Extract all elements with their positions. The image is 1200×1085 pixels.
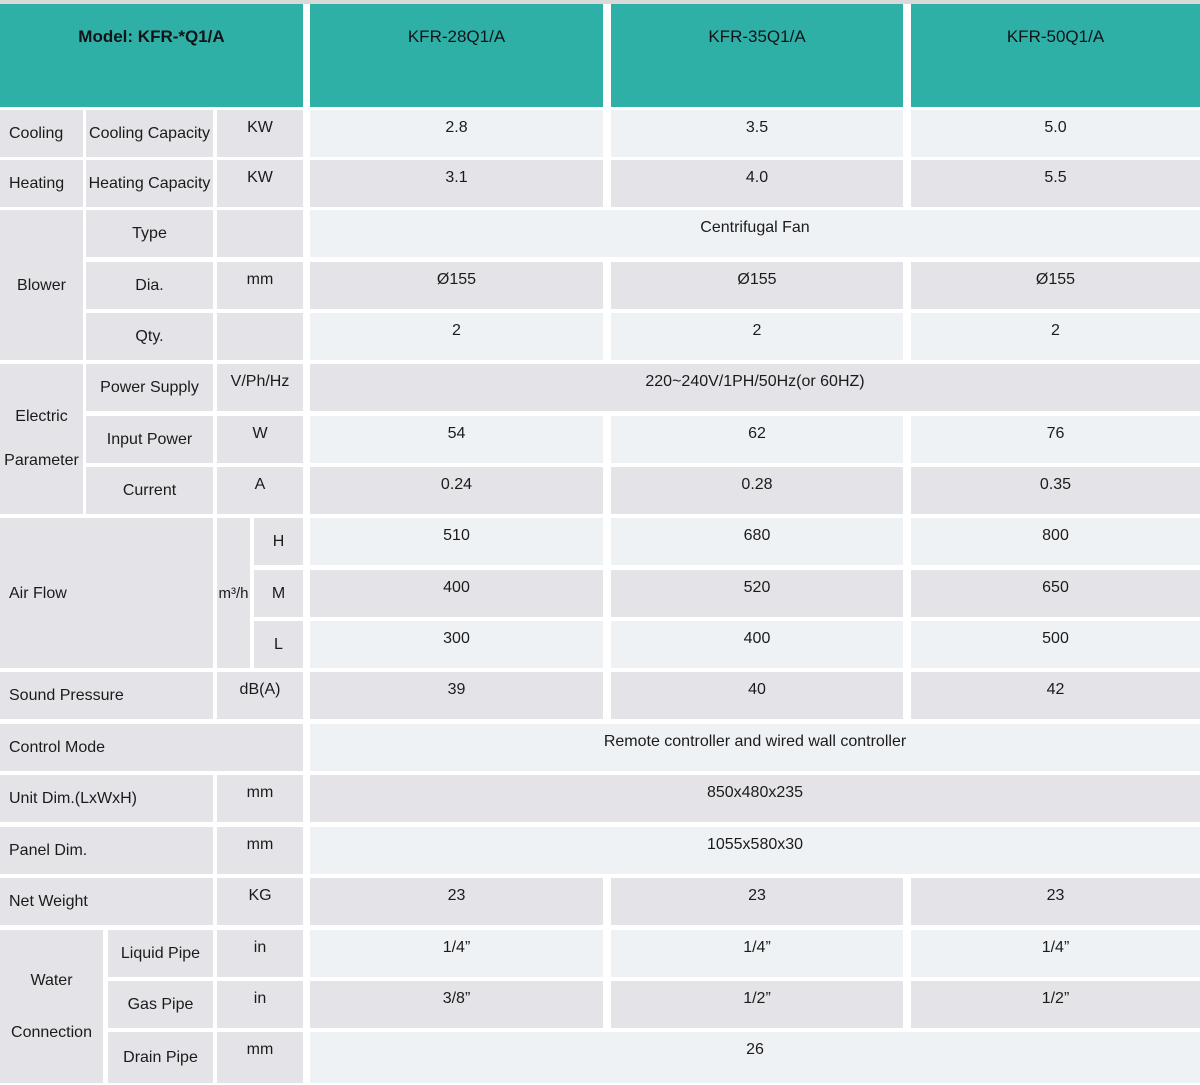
gas-pipe-value-1: 3/8” xyxy=(310,981,603,1028)
net-weight-unit: KG xyxy=(217,878,303,925)
electric-category: Electric Parameter xyxy=(0,364,83,514)
current-value-3: 0.35 xyxy=(911,467,1200,514)
cooling-capacity-label: Cooling Capacity xyxy=(86,110,213,157)
air-flow-m-label: M xyxy=(254,570,303,617)
gas-pipe-label: Gas Pipe xyxy=(108,981,213,1028)
drain-pipe-unit: mm xyxy=(217,1032,303,1083)
blower-dia-label: Dia. xyxy=(86,262,213,309)
cooling-value-2: 3.5 xyxy=(611,110,903,157)
gas-pipe-unit: in xyxy=(217,981,303,1028)
sound-pressure-value-1: 39 xyxy=(310,672,603,719)
air-flow-m-value-3: 650 xyxy=(911,570,1200,617)
blower-type-value: Centrifugal Fan xyxy=(310,210,1200,257)
panel-dim-label: Panel Dim. xyxy=(0,827,213,874)
heating-value-1: 3.1 xyxy=(310,160,603,207)
unit-dim-value: 850x480x235 xyxy=(310,775,1200,822)
heating-value-3: 5.5 xyxy=(911,160,1200,207)
current-unit: A xyxy=(217,467,303,514)
power-supply-label: Power Supply xyxy=(86,364,213,411)
heating-category: Heating xyxy=(0,160,83,207)
net-weight-value-3: 23 xyxy=(911,878,1200,925)
heating-capacity-label: Heating Capacity xyxy=(86,160,213,207)
blower-qty-value-1: 2 xyxy=(310,313,603,360)
air-flow-h-value-3: 800 xyxy=(911,518,1200,565)
input-power-label: Input Power xyxy=(86,416,213,463)
sound-pressure-value-3: 42 xyxy=(911,672,1200,719)
current-value-1: 0.24 xyxy=(310,467,603,514)
heating-value-2: 4.0 xyxy=(611,160,903,207)
panel-dim-value: 1055x580x30 xyxy=(310,827,1200,874)
air-flow-l-value-1: 300 xyxy=(310,621,603,668)
air-flow-l-value-3: 500 xyxy=(911,621,1200,668)
blower-type-label: Type xyxy=(86,210,213,257)
unit-dim-unit: mm xyxy=(217,775,303,822)
header-model-2: KFR-35Q1/A xyxy=(611,4,903,107)
drain-pipe-label: Drain Pipe xyxy=(108,1032,213,1083)
power-supply-unit: V/Ph/Hz xyxy=(217,364,303,411)
blower-dia-value-3: Ø155 xyxy=(911,262,1200,309)
air-flow-h-value-1: 510 xyxy=(310,518,603,565)
air-flow-l-label: L xyxy=(254,621,303,668)
panel-dim-unit: mm xyxy=(217,827,303,874)
liquid-pipe-value-1: 1/4” xyxy=(310,930,603,977)
liquid-pipe-value-3: 1/4” xyxy=(911,930,1200,977)
net-weight-value-1: 23 xyxy=(310,878,603,925)
unit-dim-label: Unit Dim.(LxWxH) xyxy=(0,775,213,822)
liquid-pipe-label: Liquid Pipe xyxy=(108,930,213,977)
sound-pressure-value-2: 40 xyxy=(611,672,903,719)
input-power-value-1: 54 xyxy=(310,416,603,463)
air-flow-category: Air Flow xyxy=(0,518,213,668)
blower-qty-label: Qty. xyxy=(86,313,213,360)
blower-qty-value-2: 2 xyxy=(611,313,903,360)
cooling-category: Cooling xyxy=(0,110,83,157)
blower-category: Blower xyxy=(0,210,83,360)
heating-unit: KW xyxy=(217,160,303,207)
blower-qty-unit-empty xyxy=(217,313,303,360)
blower-qty-value-3: 2 xyxy=(911,313,1200,360)
liquid-pipe-unit: in xyxy=(217,930,303,977)
input-power-unit: W xyxy=(217,416,303,463)
current-value-2: 0.28 xyxy=(611,467,903,514)
sound-pressure-label: Sound Pressure xyxy=(0,672,213,719)
air-flow-h-label: H xyxy=(254,518,303,565)
gas-pipe-value-2: 1/2” xyxy=(611,981,903,1028)
cooling-value-1: 2.8 xyxy=(310,110,603,157)
air-flow-m-value-1: 400 xyxy=(310,570,603,617)
current-label: Current xyxy=(86,467,213,514)
liquid-pipe-value-2: 1/4” xyxy=(611,930,903,977)
control-mode-label: Control Mode xyxy=(0,724,303,771)
header-model-1: KFR-28Q1/A xyxy=(310,4,603,107)
input-power-value-2: 62 xyxy=(611,416,903,463)
top-strip xyxy=(0,0,1200,4)
net-weight-value-2: 23 xyxy=(611,878,903,925)
blower-dia-unit: mm xyxy=(217,262,303,309)
cooling-value-3: 5.0 xyxy=(911,110,1200,157)
net-weight-label: Net Weight xyxy=(0,878,213,925)
header-model-label: Model: KFR-*Q1/A xyxy=(0,4,303,107)
sound-pressure-unit: dB(A) xyxy=(217,672,303,719)
gas-pipe-value-3: 1/2” xyxy=(911,981,1200,1028)
cooling-unit: KW xyxy=(217,110,303,157)
blower-type-unit-empty xyxy=(217,210,303,257)
air-flow-l-value-2: 400 xyxy=(611,621,903,668)
header-model-3: KFR-50Q1/A xyxy=(911,4,1200,107)
input-power-value-3: 76 xyxy=(911,416,1200,463)
water-connection-category: Water Connection xyxy=(0,930,103,1083)
air-flow-unit: m³/h xyxy=(217,518,250,668)
blower-dia-value-1: Ø155 xyxy=(310,262,603,309)
air-flow-h-value-2: 680 xyxy=(611,518,903,565)
power-supply-value: 220~240V/1PH/50Hz(or 60HZ) xyxy=(310,364,1200,411)
control-mode-value: Remote controller and wired wall control… xyxy=(310,724,1200,771)
drain-pipe-value: 26 xyxy=(310,1032,1200,1083)
blower-dia-value-2: Ø155 xyxy=(611,262,903,309)
air-flow-m-value-2: 520 xyxy=(611,570,903,617)
